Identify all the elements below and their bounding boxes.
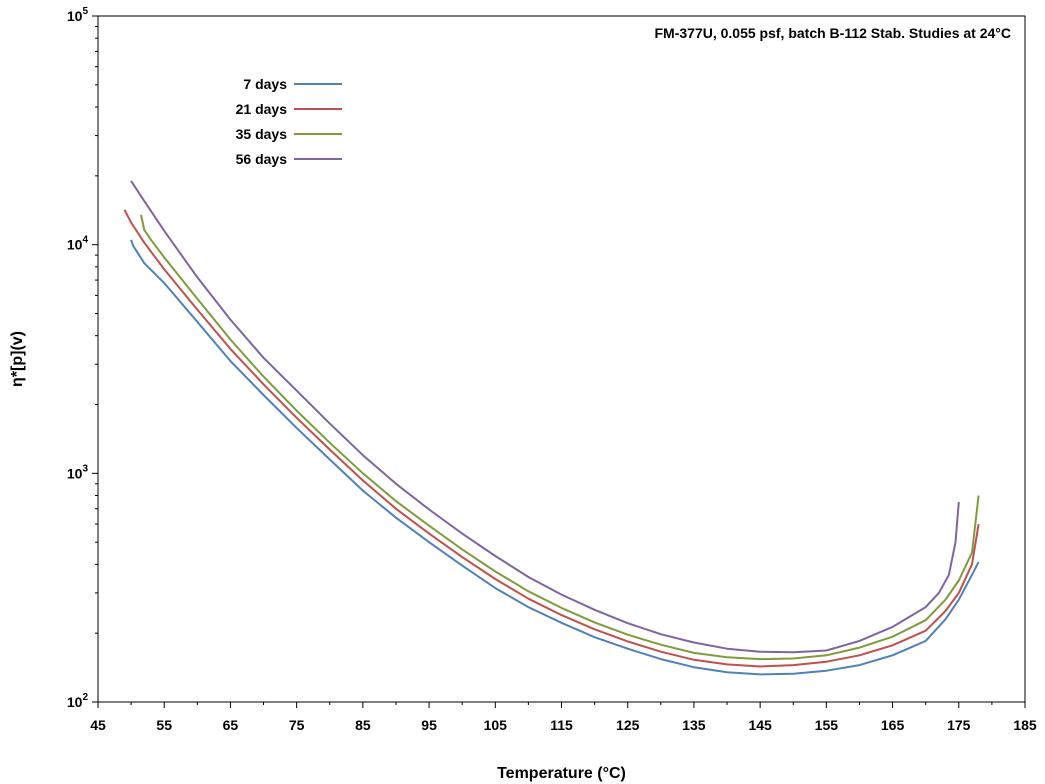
y-tick-label: 105 [67,6,89,24]
x-tick-label: 145 [748,717,772,733]
series-line-35-days [140,214,980,661]
x-tick-label: 55 [156,717,172,733]
x-tick-label: 165 [881,717,905,733]
x-tick-label: 155 [815,717,839,733]
series-line-7-days [130,239,980,676]
x-axis-title: Temperature (°C) [497,765,626,782]
x-tick-label: 85 [355,717,371,733]
y-axis-title: η*[p](v) [9,331,26,387]
y-tick-label: 102 [67,692,89,710]
legend-label: 35 days [236,126,288,142]
x-tick-label: 95 [421,717,437,733]
x-tick-label: 45 [90,717,106,733]
chart-title: FM-377U, 0.055 psf, batch B-112 Stab. St… [655,25,1012,41]
legend-label: 7 days [243,76,287,92]
x-tick-label: 75 [289,717,305,733]
x-tick-label: 115 [550,717,573,733]
x-tick-label: 105 [484,717,508,733]
x-tick-label: 125 [616,717,640,733]
x-tick-label: 175 [947,717,971,733]
legend-label: 21 days [236,101,288,117]
y-tick-label: 104 [67,235,89,253]
x-tick-label: 135 [682,717,706,733]
x-tick-label: 185 [1013,717,1037,733]
x-tick-label: 65 [223,717,239,733]
legend: 7 days 21 days 35 days 56 days [236,76,342,167]
series-line-21-days [123,209,980,668]
y-tick-label: 103 [67,463,89,481]
legend-label: 56 days [236,151,288,167]
series-layer [123,180,980,676]
series-line-56-days [130,180,960,654]
axes-layer: 45 55 65 75 85 95 105 115 125 135 145 155 165 175 185 1… [67,6,1037,733]
